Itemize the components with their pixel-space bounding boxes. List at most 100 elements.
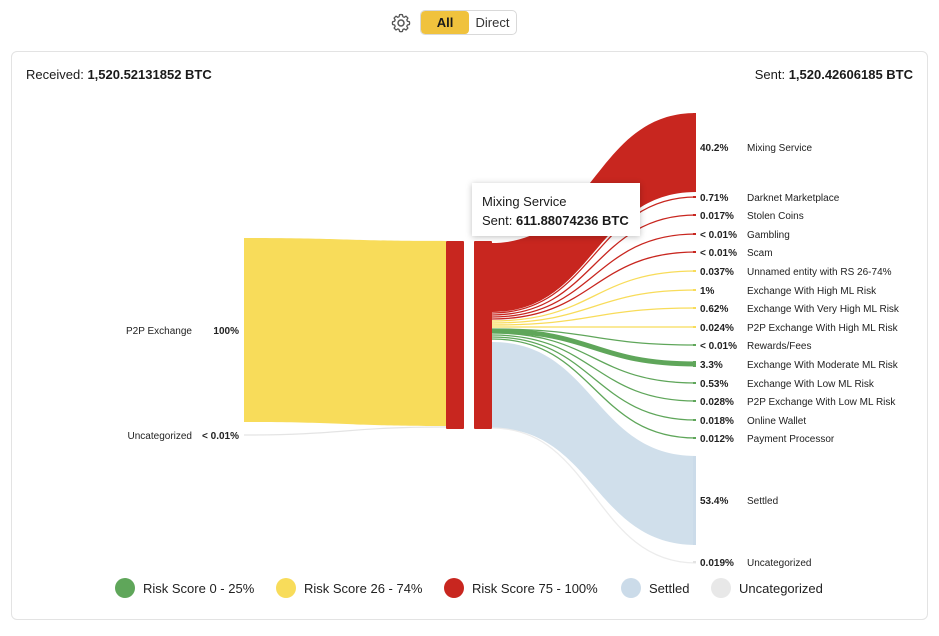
node-2 — [693, 214, 696, 216]
target-label: Unnamed entity with RS 26-74% — [747, 267, 892, 278]
node-12 — [693, 400, 696, 402]
middle-node-in — [446, 241, 464, 429]
gear-icon[interactable] — [389, 11, 413, 35]
target-label: Online Wallet — [747, 416, 806, 427]
direct-toggle-button[interactable]: Direct — [475, 15, 510, 30]
target-label: Uncategorized — [747, 558, 811, 569]
legend-swatch — [115, 578, 135, 598]
target-pct: 0.019% — [700, 558, 734, 569]
node-6 — [693, 289, 696, 291]
target-pct: 3.3% — [700, 360, 723, 371]
target-label: Scam — [747, 248, 773, 259]
link-uncategorized-target — [491, 427, 697, 564]
target-pct: < 0.01% — [700, 341, 737, 352]
target-label: Exchange With Very High ML Risk — [747, 304, 900, 315]
link-5 — [491, 270, 697, 322]
target-label: Exchange With Low ML Risk — [747, 379, 875, 390]
target-label: Mixing Service — [747, 143, 812, 154]
link-7 — [491, 307, 697, 326]
target-label: Settled — [747, 496, 778, 507]
legend-item[interactable]: Risk Score 0 - 25% — [115, 577, 254, 599]
target-pct: < 0.01% — [700, 230, 737, 241]
link-13 — [491, 336, 697, 421]
p2p-exchange-source-link — [244, 238, 446, 426]
tooltip-title: Mixing Service — [482, 194, 567, 209]
sankey-panel — [11, 51, 928, 620]
link-9 — [491, 328, 697, 346]
legend-item[interactable]: Uncategorized — [711, 577, 823, 599]
legend-swatch — [276, 578, 296, 598]
link-14 — [491, 338, 697, 439]
received-label: Received: — [26, 67, 84, 82]
target-pct: 0.71% — [700, 193, 728, 204]
link-12 — [491, 334, 697, 402]
target-pct: 1% — [700, 286, 715, 297]
target-pct: 0.62% — [700, 304, 728, 315]
all-toggle-button[interactable]: All — [421, 11, 469, 34]
link-4 — [491, 251, 697, 320]
node-10 — [693, 361, 696, 367]
legend-swatch — [621, 578, 641, 598]
received-summary: Received: 1,520.52131852 BTC — [26, 67, 212, 82]
target-label: Exchange With High ML Risk — [747, 286, 877, 297]
toolbar: All Direct — [0, 10, 939, 38]
legend-swatch — [711, 578, 731, 598]
target-pct: 0.53% — [700, 379, 728, 390]
target-pct: 0.037% — [700, 267, 734, 278]
target-pct: < 0.01% — [700, 248, 737, 259]
legend-label: Risk Score 75 - 100% — [472, 580, 598, 596]
target-pct: 0.017% — [700, 211, 734, 222]
legend: Risk Score 0 - 25% Risk Score 26 - 74% Ris… — [0, 577, 939, 599]
legend-label: Settled — [649, 580, 690, 596]
target-label: Payment Processor — [747, 434, 835, 445]
node-3 — [693, 233, 696, 235]
source-pct-uncategorized: < 0.01% — [202, 431, 239, 442]
legend-item[interactable]: Risk Score 75 - 100% — [444, 577, 598, 599]
sent-value: 1,520.42606185 BTC — [788, 67, 913, 82]
legend-label: Risk Score 26 - 74% — [304, 580, 423, 596]
node-9 — [693, 344, 696, 346]
link-1 — [491, 196, 697, 314]
tooltip-sent-label: Sent: — [482, 213, 513, 228]
target-label: Stolen Coins — [747, 211, 804, 222]
link-2 — [491, 214, 697, 316]
node-4 — [693, 251, 696, 253]
target-label: Darknet Marketplace — [747, 193, 840, 204]
target-label: Gambling — [747, 230, 790, 241]
node-1 — [693, 196, 696, 198]
legend-item[interactable]: Risk Score 26 - 74% — [276, 577, 423, 599]
target-label: P2P Exchange With High ML Risk — [747, 323, 899, 334]
target-pct: 0.018% — [700, 416, 734, 427]
received-value: 1,520.52131852 BTC — [87, 67, 212, 82]
source-label-uncategorized: Uncategorized — [128, 431, 192, 442]
uncategorized-source-link — [243, 426, 447, 436]
source-pct-p2p-exchange: 100% — [213, 326, 239, 337]
sent-label: Sent: — [754, 67, 786, 82]
target-pct: 0.028% — [700, 397, 734, 408]
link-settled — [492, 342, 696, 545]
node-mixing-service — [693, 113, 696, 192]
node-settled — [693, 456, 696, 545]
node-uncategorized-target — [693, 561, 696, 563]
tooltip: Mixing Service Sent: 611.88074236 BTC — [472, 183, 640, 236]
legend-item[interactable]: Settled — [621, 577, 689, 599]
target-label: Exchange With Moderate ML Risk — [747, 360, 899, 371]
node-11 — [693, 382, 696, 384]
sent-summary: Sent: 1,520.42606185 BTC — [755, 67, 913, 82]
link-11 — [491, 332, 697, 384]
node-14 — [693, 437, 696, 439]
node-8 — [693, 326, 696, 328]
legend-label: Uncategorized — [739, 580, 823, 596]
source-label-p2p-exchange: P2P Exchange — [126, 326, 192, 337]
target-pct: 0.012% — [700, 434, 734, 445]
legend-swatch — [444, 578, 464, 598]
target-pct: 40.2% — [700, 143, 728, 154]
node-13 — [693, 419, 696, 421]
tooltip-sent-value: 611.88074236 BTC — [515, 213, 629, 228]
legend-label: Risk Score 0 - 25% — [143, 580, 255, 596]
node-7 — [693, 307, 696, 309]
target-pct: 53.4% — [700, 496, 728, 507]
link-3 — [491, 233, 697, 318]
middle-node-out — [474, 241, 492, 429]
